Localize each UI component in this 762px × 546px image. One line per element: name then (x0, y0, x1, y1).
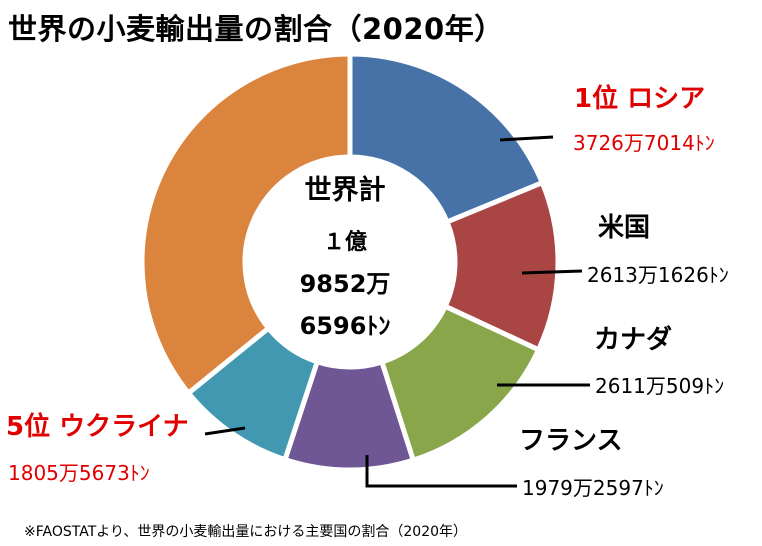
leader-line-ukraine (204, 426, 246, 436)
label-russia-value: 3726万7014ﾄﾝ (573, 131, 715, 155)
label-usa-name: 米国 (598, 213, 651, 243)
chart-title: 世界の小麦輸出量の割合（2020年） (8, 12, 504, 46)
footnote: ※FAOSTATより、世界の小麦輸出量における主要国の割合（2020年） (24, 524, 468, 540)
slice-russia (347, 51, 546, 226)
center-label-hundred-million: １億 (322, 230, 367, 255)
leader-line-usa (521, 269, 583, 275)
label-ukraine-name: 5位 ウクライナ (6, 412, 189, 442)
label-ukraine-value: 1805万5673ﾄﾝ (8, 461, 150, 485)
label-usa-value: 2613万1626ﾄﾝ (587, 263, 729, 287)
leader-line-france (365, 455, 517, 488)
donut-slices (139, 51, 561, 473)
label-canada-value: 2611万509ﾄﾝ (595, 374, 725, 398)
leader-line-russia (499, 135, 554, 142)
center-label-world-total: 世界計 (304, 175, 386, 206)
slice-others (139, 51, 353, 397)
label-france-value: 1979万2597ﾄﾝ (522, 476, 664, 500)
center-label-ten-thousands: 9852万 (299, 270, 391, 298)
label-canada-name: カナダ (594, 325, 673, 355)
leader-lines (204, 135, 590, 488)
center-label-tons: 6596ﾄﾝ (299, 312, 391, 340)
label-france-name: フランス (519, 426, 623, 456)
label-russia-name: 1位 ロシア (574, 84, 706, 114)
